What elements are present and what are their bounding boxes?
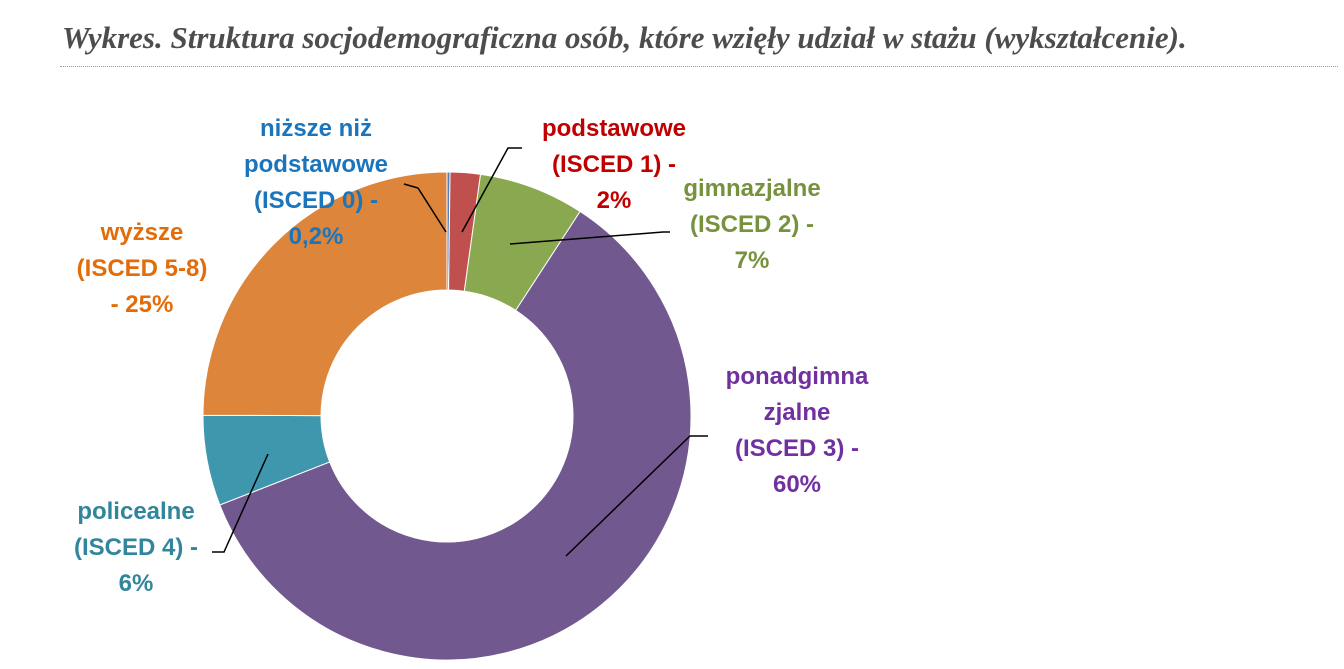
label-line: 2% xyxy=(597,187,632,214)
label-gimnazjalne: gimnazjalne (ISCED 2) - 7% xyxy=(683,175,820,274)
label-nizsze: niższe niż podstawowe (ISCED 0) - 0,2% xyxy=(244,115,388,250)
leader-line-gimnazjalne xyxy=(509,231,670,245)
label-line: (ISCED 2) - xyxy=(690,211,814,238)
label-line: (ISCED 0) - xyxy=(254,187,378,214)
label-line: 60% xyxy=(773,471,821,498)
slice-labels: niższe niż podstawowe (ISCED 0) - 0,2% podst… xyxy=(74,115,869,597)
label-line: policealne xyxy=(77,498,194,525)
leader-line-podstawowe xyxy=(461,147,522,233)
label-line: podstawowe xyxy=(244,151,388,178)
slice-wyzsze xyxy=(202,171,448,417)
label-line: niższe niż xyxy=(260,115,372,142)
leader-line-ponadgimnazjalne xyxy=(565,435,708,557)
label-line: (ISCED 4) - xyxy=(74,534,198,561)
label-line: (ISCED 5-8) xyxy=(77,255,208,282)
label-line: ponadgimna xyxy=(726,363,869,390)
label-line: gimnazjalne xyxy=(683,175,820,202)
label-ponadgimnazjalne: ponadgimna zjalne (ISCED 3) - 60% xyxy=(726,363,869,498)
label-line: zjalne xyxy=(764,399,831,426)
title-divider xyxy=(60,66,1338,67)
label-line: 6% xyxy=(119,570,154,597)
donut-slices xyxy=(202,171,692,661)
label-line: (ISCED 1) - xyxy=(552,151,676,178)
label-policealne: policealne (ISCED 4) - 6% xyxy=(74,498,198,597)
label-line: (ISCED 3) - xyxy=(735,435,859,462)
label-line: 0,2% xyxy=(289,223,344,250)
label-podstawowe: podstawowe (ISCED 1) - 2% xyxy=(542,115,686,214)
label-line: wyższe xyxy=(100,219,184,246)
label-wyzsze: wyższe (ISCED 5-8) - 25% xyxy=(77,219,208,318)
leader-lines xyxy=(212,147,708,557)
label-line: - 25% xyxy=(111,291,174,318)
chart-title: Wykres. Struktura socjodemograficzna osó… xyxy=(62,20,1187,55)
label-line: 7% xyxy=(735,247,770,274)
label-line: podstawowe xyxy=(542,115,686,142)
leader-line-nizsze xyxy=(403,183,447,233)
leader-line-policealne xyxy=(212,453,269,553)
